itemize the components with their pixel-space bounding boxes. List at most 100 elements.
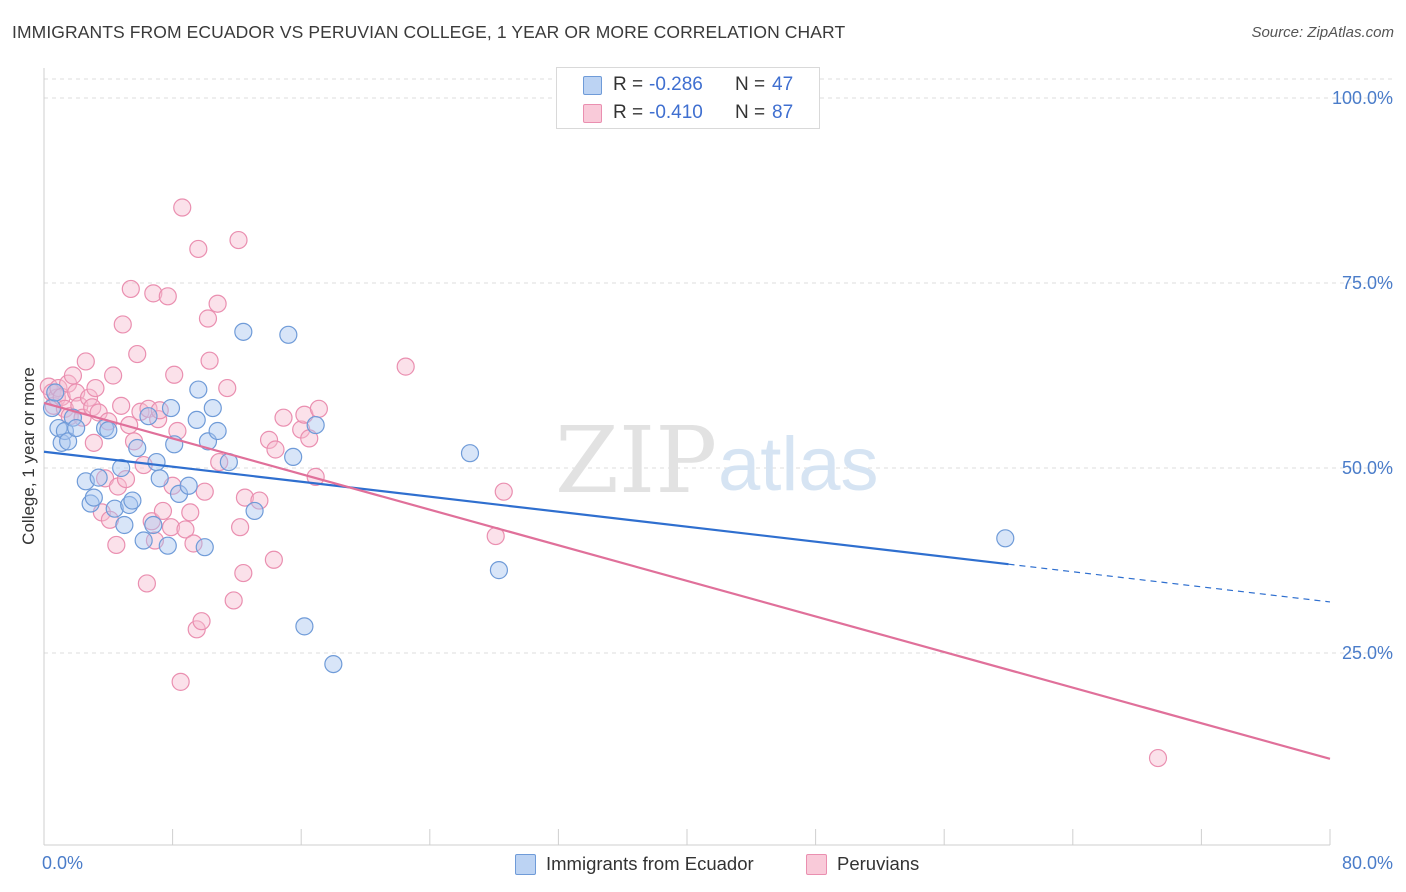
data-point [165,365,184,384]
legend-n-value: 47 [772,74,794,95]
ecuador-trend-extension [1008,563,1331,603]
data-point [173,198,192,217]
watermark-atlas: atlas [718,422,879,507]
legend-n-label: N = [735,102,766,123]
data-point [84,488,103,507]
data-point [121,279,140,299]
data-point [99,421,118,440]
correlation-legend: R = -0.286 N = 47 R = -0.410 N = 87 [556,67,820,129]
legend-label-ecuador: Immigrants from Ecuador [546,853,754,874]
data-point [137,574,156,593]
data-point [79,388,99,407]
data-point [195,482,214,501]
data-point [128,344,147,364]
data-point [245,501,264,521]
data-point [198,309,218,328]
data-point [113,315,132,334]
data-point [63,408,83,427]
data-point [189,380,208,399]
data-point [153,501,173,521]
data-point [95,469,115,488]
data-point [284,447,303,466]
legend-r-label: R = [613,102,644,123]
data-point [46,383,65,402]
data-point [184,534,203,553]
y-tick-label: 25.0% [1342,643,1393,663]
data-point [107,535,126,555]
data-point [195,538,214,557]
data-point [231,518,250,537]
data-point [150,469,169,488]
data-point [67,418,86,438]
legend-swatch-blue [583,76,602,95]
data-point [158,536,177,555]
data-point [295,617,314,636]
data-point [161,398,181,418]
x-tick-label: 80.0% [1342,853,1393,873]
legend-n-label: N = [735,74,766,95]
legend-swatch-blue [515,854,536,875]
data-point [112,396,131,415]
peruvians-points [39,198,1168,768]
source-credit: Source: ZipAtlas.com [1251,24,1394,41]
data-point [55,421,74,441]
data-point [63,366,83,385]
data-point [176,520,195,539]
data-point [128,438,147,458]
x-tick-label: 0.0% [42,853,83,873]
data-point [147,452,166,472]
legend-r-value: -0.286 [649,74,703,95]
data-point [210,452,229,472]
data-point [187,410,206,429]
legend-swatch-pink [583,104,602,123]
data-point [208,421,227,441]
data-point [266,440,285,459]
legend-swatch-pink [806,854,827,875]
data-point [306,415,325,435]
data-point [306,467,325,486]
data-point [179,476,198,495]
data-point [996,529,1015,548]
data-point [104,366,123,385]
data-point [115,515,134,535]
y-tick-label: 75.0% [1342,273,1393,293]
data-point [59,432,78,451]
data-point [42,398,62,418]
legend-r-value: -0.410 [649,102,703,123]
data-point [264,550,283,569]
data-point [208,294,227,313]
data-point [116,470,136,489]
data-point [161,518,181,537]
axes [43,68,1331,846]
tick-labels: 25.0% 50.0% 75.0% 100.0% 0.0% 80.0% [42,88,1393,873]
ecuador-trend-line [43,450,1009,566]
data-point [259,430,279,449]
data-point [250,491,269,510]
data-point [86,378,105,398]
data-point [105,499,124,518]
data-point [234,322,253,341]
data-point [279,325,298,344]
legend-label-peruvians: Peruvians [837,853,920,874]
watermark-zip: ZIP [555,407,717,514]
y-axis-label: College, 1 year or more [19,367,38,545]
peruvians-trend-line [43,401,1331,760]
data-point [144,284,163,303]
data-point [309,399,328,418]
data-point [1148,748,1168,768]
data-point [274,408,293,427]
legend-r-label: R = [613,74,644,95]
legend-row-ecuador: R = -0.286 N = 47 [557,73,819,99]
data-point [324,654,343,674]
watermark: ZIP atlas [555,407,879,514]
data-point [171,672,190,691]
legend-row-peruvians: R = -0.410 N = 87 [557,101,819,127]
data-point [189,239,208,259]
data-point [112,458,131,478]
data-point [144,515,163,535]
data-point [181,503,200,522]
data-point [235,488,255,507]
trend-lines [43,401,1331,760]
data-point [52,433,71,452]
